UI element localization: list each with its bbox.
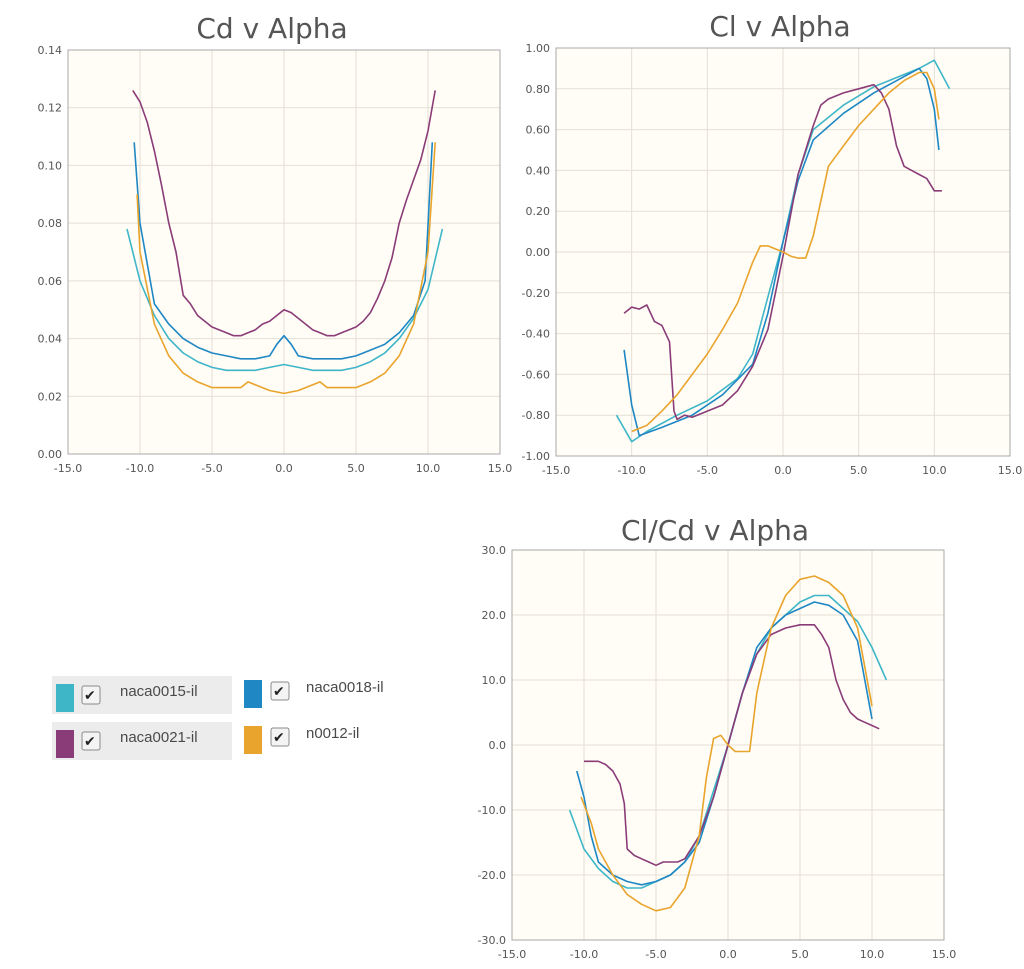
cl-y-tick-label: 0.00 bbox=[526, 246, 551, 259]
cl-y-tick-label: 0.60 bbox=[526, 124, 551, 137]
cd-series-n0012-il bbox=[136, 142, 436, 395]
cd-x-tick-label: 10.0 bbox=[416, 462, 441, 475]
clcd-y-tick-label: 10.0 bbox=[482, 674, 507, 687]
clcd-y-tick-label: -20.0 bbox=[478, 869, 506, 882]
cd-y-tick-label: 0.06 bbox=[38, 275, 63, 288]
cl-x-tick-label: 0.0 bbox=[774, 464, 792, 477]
cl-y-tick-label: 0.80 bbox=[526, 83, 551, 96]
cd-plot-border bbox=[67, 49, 501, 455]
clcd-x-tick-label: 0.0 bbox=[719, 948, 737, 961]
cl-y-tick-label: -1.00 bbox=[522, 450, 550, 463]
cd-y-tick-label: 0.14 bbox=[38, 44, 63, 57]
cd-chart-title: Cd v Alpha bbox=[196, 12, 347, 45]
cl-series-n0012-il bbox=[631, 71, 940, 433]
cl-y-tick-label: 1.00 bbox=[526, 42, 551, 55]
cl-chart: Cl v Alpha bbox=[709, 10, 850, 43]
cd-series-naca0015-il bbox=[126, 228, 444, 372]
clcd-chart: Cl/Cd v Alpha bbox=[621, 514, 809, 547]
cl-series-naca0021-il bbox=[623, 83, 942, 421]
cd-series-naca0021-il bbox=[132, 89, 436, 337]
cd-x-tick-label: -5.0 bbox=[201, 462, 222, 475]
cl-y-tick-label: -0.80 bbox=[522, 409, 550, 422]
clcd-y-tick-label: 30.0 bbox=[482, 544, 507, 557]
clcd-y-tick-label: 20.0 bbox=[482, 609, 507, 622]
cl-y-tick-label: -0.40 bbox=[522, 328, 550, 341]
legend-checkbox-n0012[interactable] bbox=[270, 727, 290, 747]
legend-swatch-n0012 bbox=[244, 726, 262, 754]
cl-x-tick-label: 10.0 bbox=[922, 464, 947, 477]
clcd-y-tick-label: 0.0 bbox=[489, 739, 507, 752]
clcd-x-tick-label: -10.0 bbox=[570, 948, 598, 961]
cl-plot: -15.0 -10.0 -5.0 0.0 5.0 10.0 15.0 -1.00 -0.80 -0… bbox=[522, 42, 1023, 477]
legend-check-icon-naca0015: ✔ bbox=[84, 688, 96, 704]
cl-x-tick-label: -10.0 bbox=[617, 464, 645, 477]
cd-y-tick-label: 0.04 bbox=[38, 333, 63, 346]
clcd-plot-border bbox=[511, 549, 945, 941]
legend-swatch-naca0015 bbox=[56, 684, 74, 712]
legend-label-n0012: n0012-il bbox=[306, 725, 359, 742]
clcd-x-tick-label: 15.0 bbox=[932, 948, 957, 961]
legend-check-icon-naca0018: ✔ bbox=[273, 684, 285, 700]
legend-checkbox-naca0021[interactable] bbox=[81, 731, 101, 751]
cl-chart-title: Cl v Alpha bbox=[709, 10, 850, 43]
cd-x-tick-label: 15.0 bbox=[488, 462, 513, 475]
clcd-series-naca0021-il bbox=[584, 623, 880, 867]
cl-y-tick-label: 0.40 bbox=[526, 164, 551, 177]
legend-swatch-naca0018 bbox=[244, 680, 262, 708]
legend-label-naca0021: naca0021-il bbox=[120, 729, 198, 746]
cd-y-tick-label: 0.00 bbox=[38, 448, 63, 461]
clcd-chart-title: Cl/Cd v Alpha bbox=[621, 514, 809, 547]
cd-series-naca0018-il bbox=[133, 142, 434, 360]
legend: ✔ naca0015-il ✔ naca0018-il ✔ naca0021-i… bbox=[52, 676, 384, 760]
legend-label-naca0018: naca0018-il bbox=[306, 679, 384, 696]
cl-x-tick-label: 5.0 bbox=[850, 464, 868, 477]
cl-x-tick-label: -5.0 bbox=[697, 464, 718, 477]
cd-y-tick-label: 0.10 bbox=[38, 159, 63, 172]
clcd-x-tick-label: -15.0 bbox=[498, 948, 526, 961]
cd-x-tick-label: 5.0 bbox=[347, 462, 365, 475]
cd-x-tick-label: -15.0 bbox=[54, 462, 82, 475]
clcd-y-tick-label: -10.0 bbox=[478, 804, 506, 817]
clcd-series-n0012-il bbox=[580, 575, 873, 912]
legend-check-icon-n0012: ✔ bbox=[273, 730, 285, 746]
clcd-x-tick-label: 5.0 bbox=[791, 948, 809, 961]
cl-y-tick-label: -0.20 bbox=[522, 287, 550, 300]
cd-x-tick-label: -10.0 bbox=[126, 462, 154, 475]
clcd-x-tick-label: 10.0 bbox=[860, 948, 885, 961]
cl-plot-border bbox=[555, 47, 1011, 457]
legend-swatch-naca0021 bbox=[56, 730, 74, 758]
cd-plot: -15.0 -10.0 -5.0 0.0 5.0 10.0 15.0 0.00 0.02 0.04… bbox=[38, 44, 513, 475]
legend-checkbox-naca0018[interactable] bbox=[270, 681, 290, 701]
cd-y-tick-label: 0.02 bbox=[38, 390, 63, 403]
clcd-y-tick-label: -30.0 bbox=[478, 934, 506, 947]
legend-label-naca0015: naca0015-il bbox=[120, 683, 198, 700]
clcd-x-tick-label: -5.0 bbox=[645, 948, 666, 961]
cd-chart: Cd v Alpha bbox=[196, 12, 347, 45]
cd-y-tick-label: 0.08 bbox=[38, 217, 63, 230]
legend-checkbox-naca0015[interactable] bbox=[81, 685, 101, 705]
cl-x-tick-label: 15.0 bbox=[998, 464, 1023, 477]
cl-y-tick-label: 0.20 bbox=[526, 205, 551, 218]
legend-check-icon-naca0021: ✔ bbox=[84, 734, 96, 750]
cl-x-tick-label: -15.0 bbox=[542, 464, 570, 477]
cl-y-tick-label: -0.60 bbox=[522, 368, 550, 381]
clcd-plot: -15.0 -10.0 -5.0 0.0 5.0 10.0 15.0 -30.0 -20.0 -1… bbox=[478, 544, 957, 961]
cd-y-tick-label: 0.12 bbox=[38, 102, 63, 115]
cd-x-tick-label: 0.0 bbox=[275, 462, 293, 475]
